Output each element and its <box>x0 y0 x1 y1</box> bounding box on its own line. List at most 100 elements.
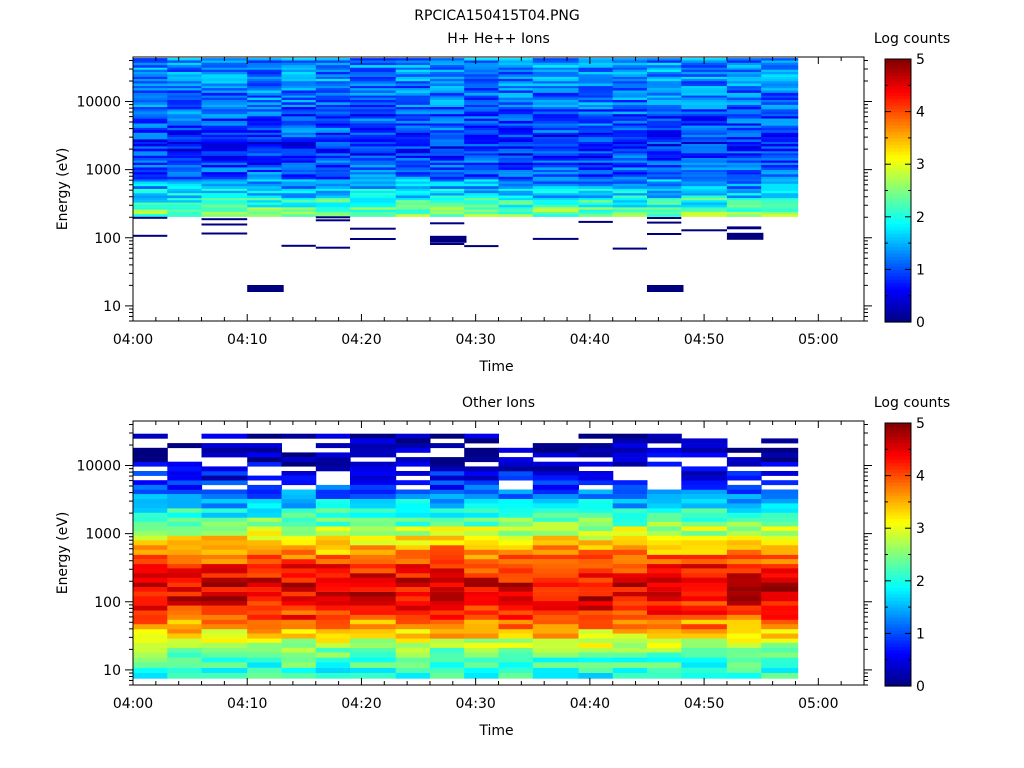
heatmap-cell <box>201 214 248 217</box>
heatmap-cell <box>532 535 579 541</box>
heatmap-cell <box>247 614 282 620</box>
heatmap-cell <box>726 596 762 602</box>
heatmap-cell <box>464 188 499 192</box>
y-tick-label: 1000 <box>85 163 121 179</box>
heatmap-cell <box>167 605 203 611</box>
heatmap-cell <box>647 155 682 159</box>
heatmap-cell <box>395 457 431 463</box>
heatmap-cell <box>578 587 614 592</box>
colorbar-tick-label: 1 <box>916 262 925 278</box>
heatmap-cell <box>201 211 248 215</box>
heatmap-cell <box>464 76 499 80</box>
heatmap-cell <box>350 193 397 196</box>
heatmap-cell <box>281 186 317 189</box>
heatmap-cell <box>681 186 728 189</box>
heatmap-cell <box>612 69 648 73</box>
heatmap-cell <box>430 559 465 565</box>
heatmap-cell <box>201 624 248 630</box>
colorbar-swatch <box>885 636 911 641</box>
heatmap-cell <box>430 90 465 94</box>
heatmap-cell <box>532 559 579 565</box>
heatmap-cell <box>498 183 534 187</box>
heatmap-cell <box>167 484 203 490</box>
heatmap-cell <box>430 662 465 668</box>
heatmap-cell <box>726 76 762 80</box>
heatmap-cell <box>167 97 203 101</box>
heatmap-cell <box>133 207 168 210</box>
heatmap-cell <box>350 58 397 61</box>
heatmap-cell <box>395 88 431 91</box>
heatmap-cell <box>612 186 648 189</box>
x-tick-label: 04:50 <box>684 696 724 712</box>
heatmap-cell <box>578 111 614 115</box>
colorbar-swatch <box>885 233 911 238</box>
heatmap-cell <box>430 83 465 87</box>
heatmap-cell <box>681 193 728 196</box>
heatmap-cell <box>430 107 465 110</box>
heatmap-cell <box>498 130 534 133</box>
heatmap-cell <box>395 97 431 101</box>
heatmap-cell <box>647 197 682 201</box>
heatmap-cell <box>430 512 465 518</box>
heatmap-cell <box>167 209 203 213</box>
heatmap-cell <box>726 601 762 606</box>
heatmap-cell <box>726 100 762 103</box>
heatmap-cell <box>315 214 351 217</box>
heatmap-cell <box>647 132 682 136</box>
heatmap-cell <box>167 116 203 119</box>
heatmap-cell <box>498 214 534 217</box>
heatmap-cell <box>315 109 351 112</box>
heatmap-cell <box>395 116 431 119</box>
colorbar-swatch <box>885 226 911 231</box>
heatmap-cell <box>167 573 203 578</box>
colorbar-swatch <box>885 236 911 241</box>
heatmap-cell <box>281 78 317 82</box>
heatmap-cell <box>315 151 351 154</box>
heatmap-cell <box>532 172 579 175</box>
heatmap-cell <box>647 92 682 96</box>
heatmap-cell <box>578 554 614 560</box>
heatmap-cell <box>532 447 579 453</box>
heatmap-cell <box>281 104 317 108</box>
colorbar-tick-label: 4 <box>916 469 925 485</box>
heatmap-cell <box>395 167 431 170</box>
heatmap-cell <box>395 179 431 182</box>
heatmap-cell <box>498 123 534 126</box>
heatmap-cell <box>761 494 799 499</box>
heatmap-cell <box>350 179 397 182</box>
colorbar-tick-label: 5 <box>916 416 925 432</box>
heatmap-cell <box>430 540 465 546</box>
heatmap-cell <box>726 204 762 208</box>
sparse-count-mark <box>201 223 248 226</box>
heatmap-cell <box>133 471 168 476</box>
heatmap-cell <box>315 433 351 439</box>
colorbar-swatch <box>885 597 911 602</box>
heatmap-cell <box>761 197 799 201</box>
heatmap-cell <box>578 204 614 208</box>
heatmap-cell <box>498 489 534 495</box>
heatmap-cell <box>578 60 614 64</box>
heatmap-cell <box>464 197 499 201</box>
heatmap-cell <box>532 526 579 532</box>
heatmap-cell <box>167 100 203 103</box>
heatmap-cell <box>726 461 762 467</box>
colorbar-swatch <box>885 574 911 579</box>
heatmap-cell <box>315 92 351 96</box>
heatmap-cell <box>761 207 799 210</box>
heatmap-cell <box>498 601 534 606</box>
heatmap-cell <box>498 67 534 71</box>
heatmap-cell <box>612 95 648 98</box>
heatmap-cell <box>167 72 203 75</box>
heatmap-cell <box>464 610 499 616</box>
sparse-counts <box>133 216 764 292</box>
colorbar-swatch <box>885 200 911 205</box>
heatmap-cell <box>395 624 431 630</box>
heatmap-cell <box>395 155 431 159</box>
colorbar-swatch <box>885 252 911 257</box>
heatmap-cell <box>647 134 682 138</box>
x-tick-label: 04:10 <box>227 696 267 712</box>
heatmap-cell <box>464 614 499 620</box>
heatmap-cell <box>281 144 317 147</box>
heatmap-cell <box>350 530 397 536</box>
heatmap-cell <box>681 605 728 611</box>
